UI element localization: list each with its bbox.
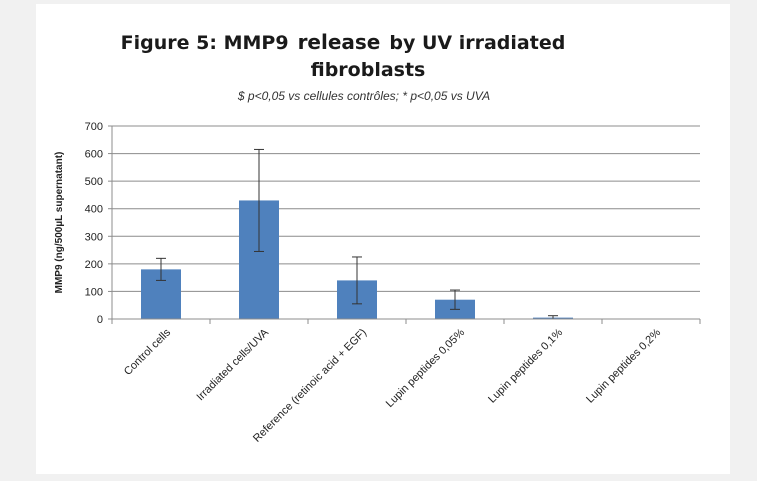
y-tick-label: 500 xyxy=(85,176,103,188)
grid-lines xyxy=(112,125,700,292)
chart-frame: Figure 5: MMP9 release by UV irradiated fi… xyxy=(36,4,730,474)
chart-title-part3: by UV irradiated xyxy=(389,32,565,54)
x-tick-label: Irradiated cells/UVA xyxy=(194,326,271,403)
error-bars xyxy=(156,148,558,320)
x-tick-label: Lupin peptides 0,2% xyxy=(584,326,663,405)
x-axis-ticks: Control cells Irradiated cells/UVAReferen… xyxy=(111,319,701,445)
y-tick-label: 300 xyxy=(85,231,103,243)
chart-title-line2: fibroblasts xyxy=(311,59,426,81)
y-axis-ticks: 0 100 200 300 400 500 600 700 xyxy=(85,121,112,326)
chart-title-line1: Figure 5: MMP9 release by UV irradiated xyxy=(121,30,566,54)
x-tick-label: Lupin peptides 0,1% xyxy=(486,326,565,405)
bars xyxy=(141,200,573,319)
x-tick-label: Control cells xyxy=(122,326,174,378)
chart-title-part1: Figure 5: MMP9 xyxy=(121,32,289,54)
chart-subtitle: $ p<0,05 vs cellules contrôles; * p<0,05… xyxy=(237,89,490,103)
x-tick-label: Reference (retinoic acid + EGF) xyxy=(251,327,369,445)
y-axis-label: MMP9 (ng/500µL supernatant) xyxy=(54,152,65,294)
x-tick-label: Lupin peptides 0,05% xyxy=(384,326,467,409)
y-tick-label: 200 xyxy=(85,259,103,271)
y-tick-label: 600 xyxy=(85,149,103,161)
chart-title-part2: release xyxy=(298,30,381,54)
axes xyxy=(111,126,700,320)
y-tick-label: 700 xyxy=(85,121,103,133)
y-tick-label: 0 xyxy=(97,314,103,326)
y-tick-label: 400 xyxy=(85,204,103,216)
bar-chart: Figure 5: MMP9 release by UV irradiated fi… xyxy=(54,30,701,445)
y-tick-label: 100 xyxy=(85,286,103,298)
